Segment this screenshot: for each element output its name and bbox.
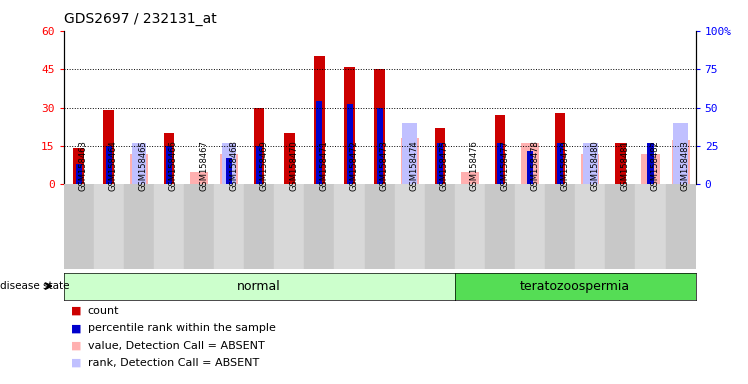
Bar [334, 184, 364, 269]
Text: GSM158477: GSM158477 [500, 140, 509, 191]
Text: disease state: disease state [0, 281, 73, 291]
Text: GSM158482: GSM158482 [651, 140, 660, 191]
Bar [123, 184, 154, 269]
Bar [557, 143, 563, 184]
Bar [154, 184, 184, 269]
Bar [494, 115, 505, 184]
Bar [402, 123, 417, 184]
Text: count: count [88, 306, 119, 316]
Text: GSM158469: GSM158469 [260, 140, 269, 191]
Text: GSM158467: GSM158467 [199, 140, 208, 191]
Text: GSM158483: GSM158483 [681, 140, 690, 191]
Bar [244, 184, 275, 269]
Text: ■: ■ [71, 341, 82, 351]
Text: GSM158470: GSM158470 [289, 140, 298, 191]
Bar [73, 149, 84, 184]
Bar [583, 143, 598, 184]
Text: GSM158473: GSM158473 [379, 140, 389, 191]
Bar [461, 172, 479, 184]
Bar [581, 154, 599, 184]
Text: percentile rank within the sample: percentile rank within the sample [88, 323, 275, 333]
Bar [521, 143, 539, 184]
Text: GSM158463: GSM158463 [79, 140, 88, 191]
Text: GDS2697 / 232131_at: GDS2697 / 232131_at [64, 12, 216, 25]
Bar [425, 184, 455, 269]
Bar [190, 172, 208, 184]
Text: GSM158480: GSM158480 [590, 140, 599, 191]
Bar [395, 184, 425, 269]
Bar [220, 154, 238, 184]
Bar [545, 184, 575, 269]
Bar [105, 146, 111, 184]
Bar [636, 184, 666, 269]
Bar [672, 140, 690, 184]
Text: ■: ■ [71, 323, 82, 333]
Bar [222, 143, 236, 184]
Bar [648, 143, 654, 184]
Bar [615, 143, 625, 184]
Bar [184, 184, 214, 269]
Bar [132, 143, 146, 184]
Bar [555, 113, 565, 184]
Text: GSM158465: GSM158465 [139, 140, 148, 191]
Bar [437, 143, 443, 184]
Bar [166, 146, 172, 184]
Bar [515, 184, 545, 269]
Text: GSM158481: GSM158481 [620, 140, 629, 191]
Bar [254, 108, 265, 184]
Bar [344, 66, 355, 184]
Text: GSM158474: GSM158474 [410, 140, 419, 191]
Bar [673, 123, 688, 184]
Bar [103, 110, 114, 184]
Bar [497, 143, 503, 184]
Bar [527, 151, 533, 184]
Bar [316, 101, 322, 184]
Bar [64, 184, 94, 269]
Bar [605, 184, 636, 269]
Bar [226, 158, 232, 184]
Bar [214, 184, 244, 269]
Bar [642, 154, 660, 184]
Bar [346, 104, 352, 184]
Bar [130, 154, 148, 184]
Bar [401, 138, 419, 184]
Text: rank, Detection Call = ABSENT: rank, Detection Call = ABSENT [88, 358, 259, 368]
Text: value, Detection Call = ABSENT: value, Detection Call = ABSENT [88, 341, 264, 351]
Text: ■: ■ [71, 306, 82, 316]
Bar [304, 184, 334, 269]
Text: GSM158479: GSM158479 [560, 140, 569, 191]
Text: GSM158472: GSM158472 [349, 140, 358, 191]
Bar [284, 133, 295, 184]
Text: GSM158478: GSM158478 [530, 140, 539, 191]
Text: GSM158466: GSM158466 [169, 140, 178, 191]
Bar [435, 128, 445, 184]
Text: GSM158475: GSM158475 [440, 140, 449, 191]
Text: GSM158468: GSM158468 [229, 140, 238, 191]
Text: GSM158471: GSM158471 [319, 140, 328, 191]
Bar [374, 69, 385, 184]
Text: teratozoospermia: teratozoospermia [520, 280, 631, 293]
Bar [275, 184, 304, 269]
Bar [575, 184, 605, 269]
Bar [666, 184, 696, 269]
Bar [455, 184, 485, 269]
Text: GSM158464: GSM158464 [108, 140, 117, 191]
Bar [257, 146, 263, 184]
Bar [485, 184, 515, 269]
Bar [376, 108, 383, 184]
Bar [76, 164, 82, 184]
Text: normal: normal [237, 280, 281, 293]
Bar [364, 184, 395, 269]
Bar [314, 56, 325, 184]
Bar [164, 133, 174, 184]
Text: ■: ■ [71, 358, 82, 368]
Bar [94, 184, 123, 269]
Text: GSM158476: GSM158476 [470, 140, 479, 191]
